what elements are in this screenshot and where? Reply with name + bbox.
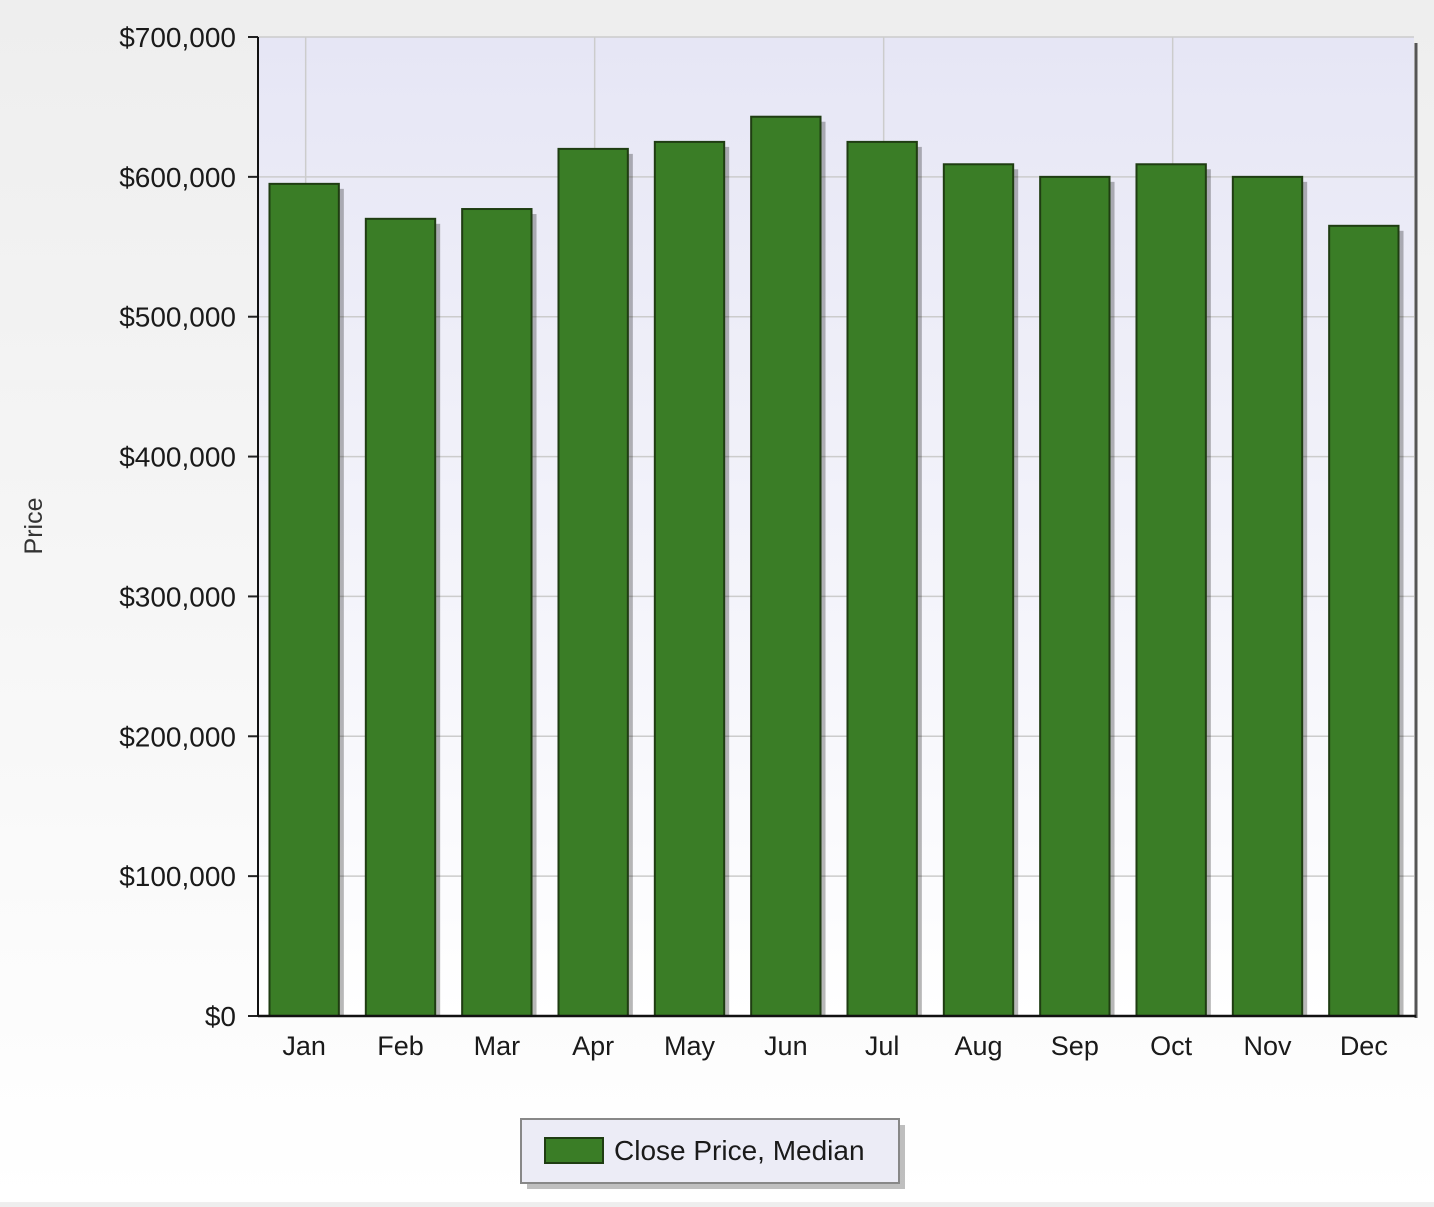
x-tick-label: Nov [1243, 1031, 1292, 1061]
y-tick-labels: $0 $100,000 $200,000 $300,000 $400,000 $500,0… [119, 22, 236, 1032]
bar [1135, 163, 1207, 1017]
x-tick-label: Dec [1340, 1031, 1388, 1061]
bar [750, 115, 822, 1018]
bar [653, 140, 726, 1017]
x-tick-label: Aug [954, 1031, 1002, 1061]
bar [364, 217, 437, 1018]
legend-label: Close Price, Median [614, 1135, 865, 1166]
legend-frame [520, 1118, 900, 1184]
y-tick-label: $600,000 [119, 162, 236, 193]
y-tick-label: $100,000 [119, 861, 236, 892]
bar [1039, 175, 1111, 1018]
legend: Close Price, Median [520, 1118, 905, 1189]
y-tick-label: $200,000 [119, 721, 236, 752]
legend-swatch [544, 1137, 604, 1164]
y-tick-label: $500,000 [119, 302, 236, 333]
x-tick-label: Oct [1150, 1031, 1193, 1061]
plot-area [258, 37, 1414, 1016]
y-tick-label: $700,000 [119, 22, 236, 53]
x-tick-label: Jul [865, 1031, 900, 1061]
bar [557, 147, 629, 1017]
bar [846, 140, 918, 1017]
x-tick-label: Apr [572, 1031, 614, 1061]
x-tick-label: Feb [377, 1031, 424, 1061]
bar [268, 182, 340, 1018]
x-tick-labels: Jan Feb Mar Apr May Jun Jul Aug Sep Oct Nov Dec [282, 1031, 1387, 1061]
bar [942, 163, 1015, 1017]
axes [248, 36, 1418, 1018]
x-tick-label: Jan [282, 1031, 326, 1061]
y-tick-label: $400,000 [119, 442, 236, 473]
bar [1231, 175, 1304, 1018]
y-tick-label: $0 [205, 1001, 236, 1032]
x-tick-label: May [664, 1031, 716, 1061]
bars [268, 115, 1404, 1018]
y-tick-label: $300,000 [119, 581, 236, 612]
bar [461, 208, 533, 1017]
bar [1328, 224, 1400, 1018]
x-tick-label: Jun [764, 1031, 808, 1061]
y-axis-title: Price [20, 498, 48, 555]
x-tick-label: Sep [1051, 1031, 1099, 1061]
x-tick-label: Mar [474, 1031, 521, 1061]
